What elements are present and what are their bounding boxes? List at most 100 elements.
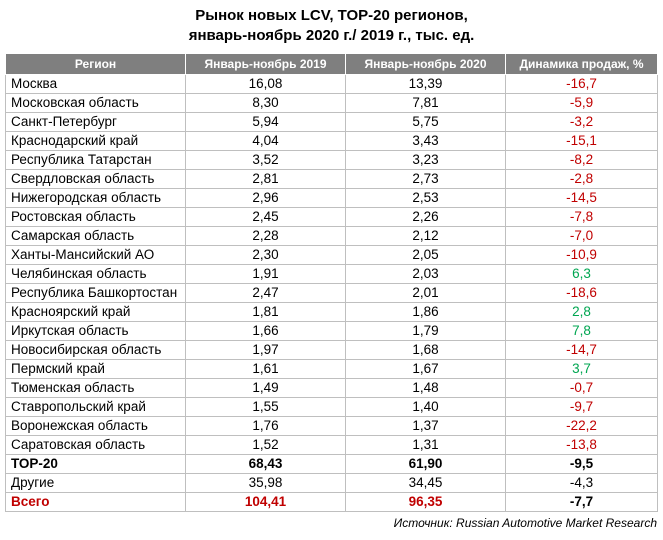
value-2019-cell: 2,28 (185, 226, 346, 246)
region-cell: Самарская область (5, 226, 186, 246)
value-2020-cell: 1,31 (345, 435, 506, 455)
value-2020-cell: 61,90 (345, 454, 506, 474)
value-2020-cell: 2,12 (345, 226, 506, 246)
change-cell: -5,9 (505, 93, 658, 113)
value-2019-cell: 1,55 (185, 397, 346, 417)
change-cell: -2,8 (505, 169, 658, 189)
change-cell: -7,7 (505, 492, 658, 512)
header-2020: Январь-ноябрь 2020 (345, 53, 506, 75)
summary-row: Всего 104,41 96,35 -7,7 (5, 492, 658, 512)
value-2019-cell: 1,66 (185, 321, 346, 341)
value-2020-cell: 2,53 (345, 188, 506, 208)
table-row: Нижегородская область 2,96 2,53 -14,5 (5, 188, 658, 208)
change-cell: -9,7 (505, 397, 658, 417)
change-cell: -14,5 (505, 188, 658, 208)
change-cell: -13,8 (505, 435, 658, 455)
table-row: Ставропольский край 1,55 1,40 -9,7 (5, 397, 658, 417)
header-region: Регион (5, 53, 186, 75)
region-cell: Иркутская область (5, 321, 186, 341)
header-row: Регион Январь-ноябрь 2019 Январь-ноябрь … (5, 53, 658, 75)
table-row: Воронежская область 1,76 1,37 -22,2 (5, 416, 658, 436)
region-cell: Москва (5, 74, 186, 94)
region-cell: Всего (5, 492, 186, 512)
value-2019-cell: 5,94 (185, 112, 346, 132)
change-cell: 7,8 (505, 321, 658, 341)
table-row: Республика Башкортостан 2,47 2,01 -18,6 (5, 283, 658, 303)
value-2019-cell: 4,04 (185, 131, 346, 151)
change-cell: -7,8 (505, 207, 658, 227)
region-cell: Другие (5, 473, 186, 493)
change-cell: -0,7 (505, 378, 658, 398)
value-2019-cell: 104,41 (185, 492, 346, 512)
value-2020-cell: 3,23 (345, 150, 506, 170)
table-row: Санкт-Петербург 5,94 5,75 -3,2 (5, 112, 658, 132)
source-note: Источник: Russian Automotive Market Rese… (393, 516, 657, 530)
table-row: Краснодарский край 4,04 3,43 -15,1 (5, 131, 658, 151)
summary-row: Другие 35,98 34,45 -4,3 (5, 473, 658, 493)
value-2019-cell: 1,52 (185, 435, 346, 455)
region-cell: Саратовская область (5, 435, 186, 455)
value-2020-cell: 1,37 (345, 416, 506, 436)
value-2020-cell: 7,81 (345, 93, 506, 113)
region-cell: Ростовская область (5, 207, 186, 227)
header-2019: Январь-ноябрь 2019 (185, 53, 346, 75)
value-2019-cell: 1,61 (185, 359, 346, 379)
change-cell: 2,8 (505, 302, 658, 322)
region-cell: Санкт-Петербург (5, 112, 186, 132)
value-2020-cell: 2,73 (345, 169, 506, 189)
region-cell: Московская область (5, 93, 186, 113)
region-cell: Ставропольский край (5, 397, 186, 417)
region-cell: Новосибирская область (5, 340, 186, 360)
title-line-1: Рынок новых LCV, ТОР-20 регионов, (195, 7, 468, 24)
table-row: Новосибирская область 1,97 1,68 -14,7 (5, 340, 658, 360)
value-2020-cell: 5,75 (345, 112, 506, 132)
value-2019-cell: 16,08 (185, 74, 346, 94)
table-row: Тюменская область 1,49 1,48 -0,7 (5, 378, 658, 398)
change-cell: -15,1 (505, 131, 658, 151)
region-cell: Воронежская область (5, 416, 186, 436)
change-cell: -22,2 (505, 416, 658, 436)
table-row: Пермский край 1,61 1,67 3,7 (5, 359, 658, 379)
regions-table: Регион Январь-ноябрь 2019 Январь-ноябрь … (5, 53, 658, 512)
value-2019-cell: 35,98 (185, 473, 346, 493)
change-cell: 3,7 (505, 359, 658, 379)
change-cell: -3,2 (505, 112, 658, 132)
region-cell: Республика Башкортостан (5, 283, 186, 303)
value-2019-cell: 1,91 (185, 264, 346, 284)
table-row: Московская область 8,30 7,81 -5,9 (5, 93, 658, 113)
region-cell: Ханты-Мансийский АО (5, 245, 186, 265)
value-2020-cell: 1,79 (345, 321, 506, 341)
table-row: Красноярский край 1,81 1,86 2,8 (5, 302, 658, 322)
title-line-2: январь-ноябрь 2020 г./ 2019 г., тыс. ед. (188, 27, 475, 44)
change-cell: -18,6 (505, 283, 658, 303)
value-2019-cell: 1,76 (185, 416, 346, 436)
value-2020-cell: 1,67 (345, 359, 506, 379)
region-cell: Челябинская область (5, 264, 186, 284)
table-body: Москва 16,08 13,39 -16,7 Московская область 8… (5, 74, 658, 512)
value-2020-cell: 3,43 (345, 131, 506, 151)
region-cell: Краснодарский край (5, 131, 186, 151)
region-cell: Пермский край (5, 359, 186, 379)
change-cell: -4,3 (505, 473, 658, 493)
table-row: Ханты-Мансийский АО 2,30 2,05 -10,9 (5, 245, 658, 265)
table-row: Челябинская область 1,91 2,03 6,3 (5, 264, 658, 284)
value-2019-cell: 8,30 (185, 93, 346, 113)
value-2019-cell: 2,96 (185, 188, 346, 208)
region-cell: Тюменская область (5, 378, 186, 398)
value-2020-cell: 2,01 (345, 283, 506, 303)
region-cell: Свердловская область (5, 169, 186, 189)
value-2019-cell: 2,81 (185, 169, 346, 189)
region-cell: Красноярский край (5, 302, 186, 322)
value-2020-cell: 96,35 (345, 492, 506, 512)
region-cell: ТОР-20 (5, 454, 186, 474)
table-row: Москва 16,08 13,39 -16,7 (5, 74, 658, 94)
value-2020-cell: 2,26 (345, 207, 506, 227)
change-cell: -7,0 (505, 226, 658, 246)
value-2020-cell: 1,68 (345, 340, 506, 360)
value-2019-cell: 1,49 (185, 378, 346, 398)
header-dynamics: Динамика продаж, % (505, 53, 658, 75)
value-2019-cell: 2,30 (185, 245, 346, 265)
table-row: Свердловская область 2,81 2,73 -2,8 (5, 169, 658, 189)
table-row: Республика Татарстан 3,52 3,23 -8,2 (5, 150, 658, 170)
